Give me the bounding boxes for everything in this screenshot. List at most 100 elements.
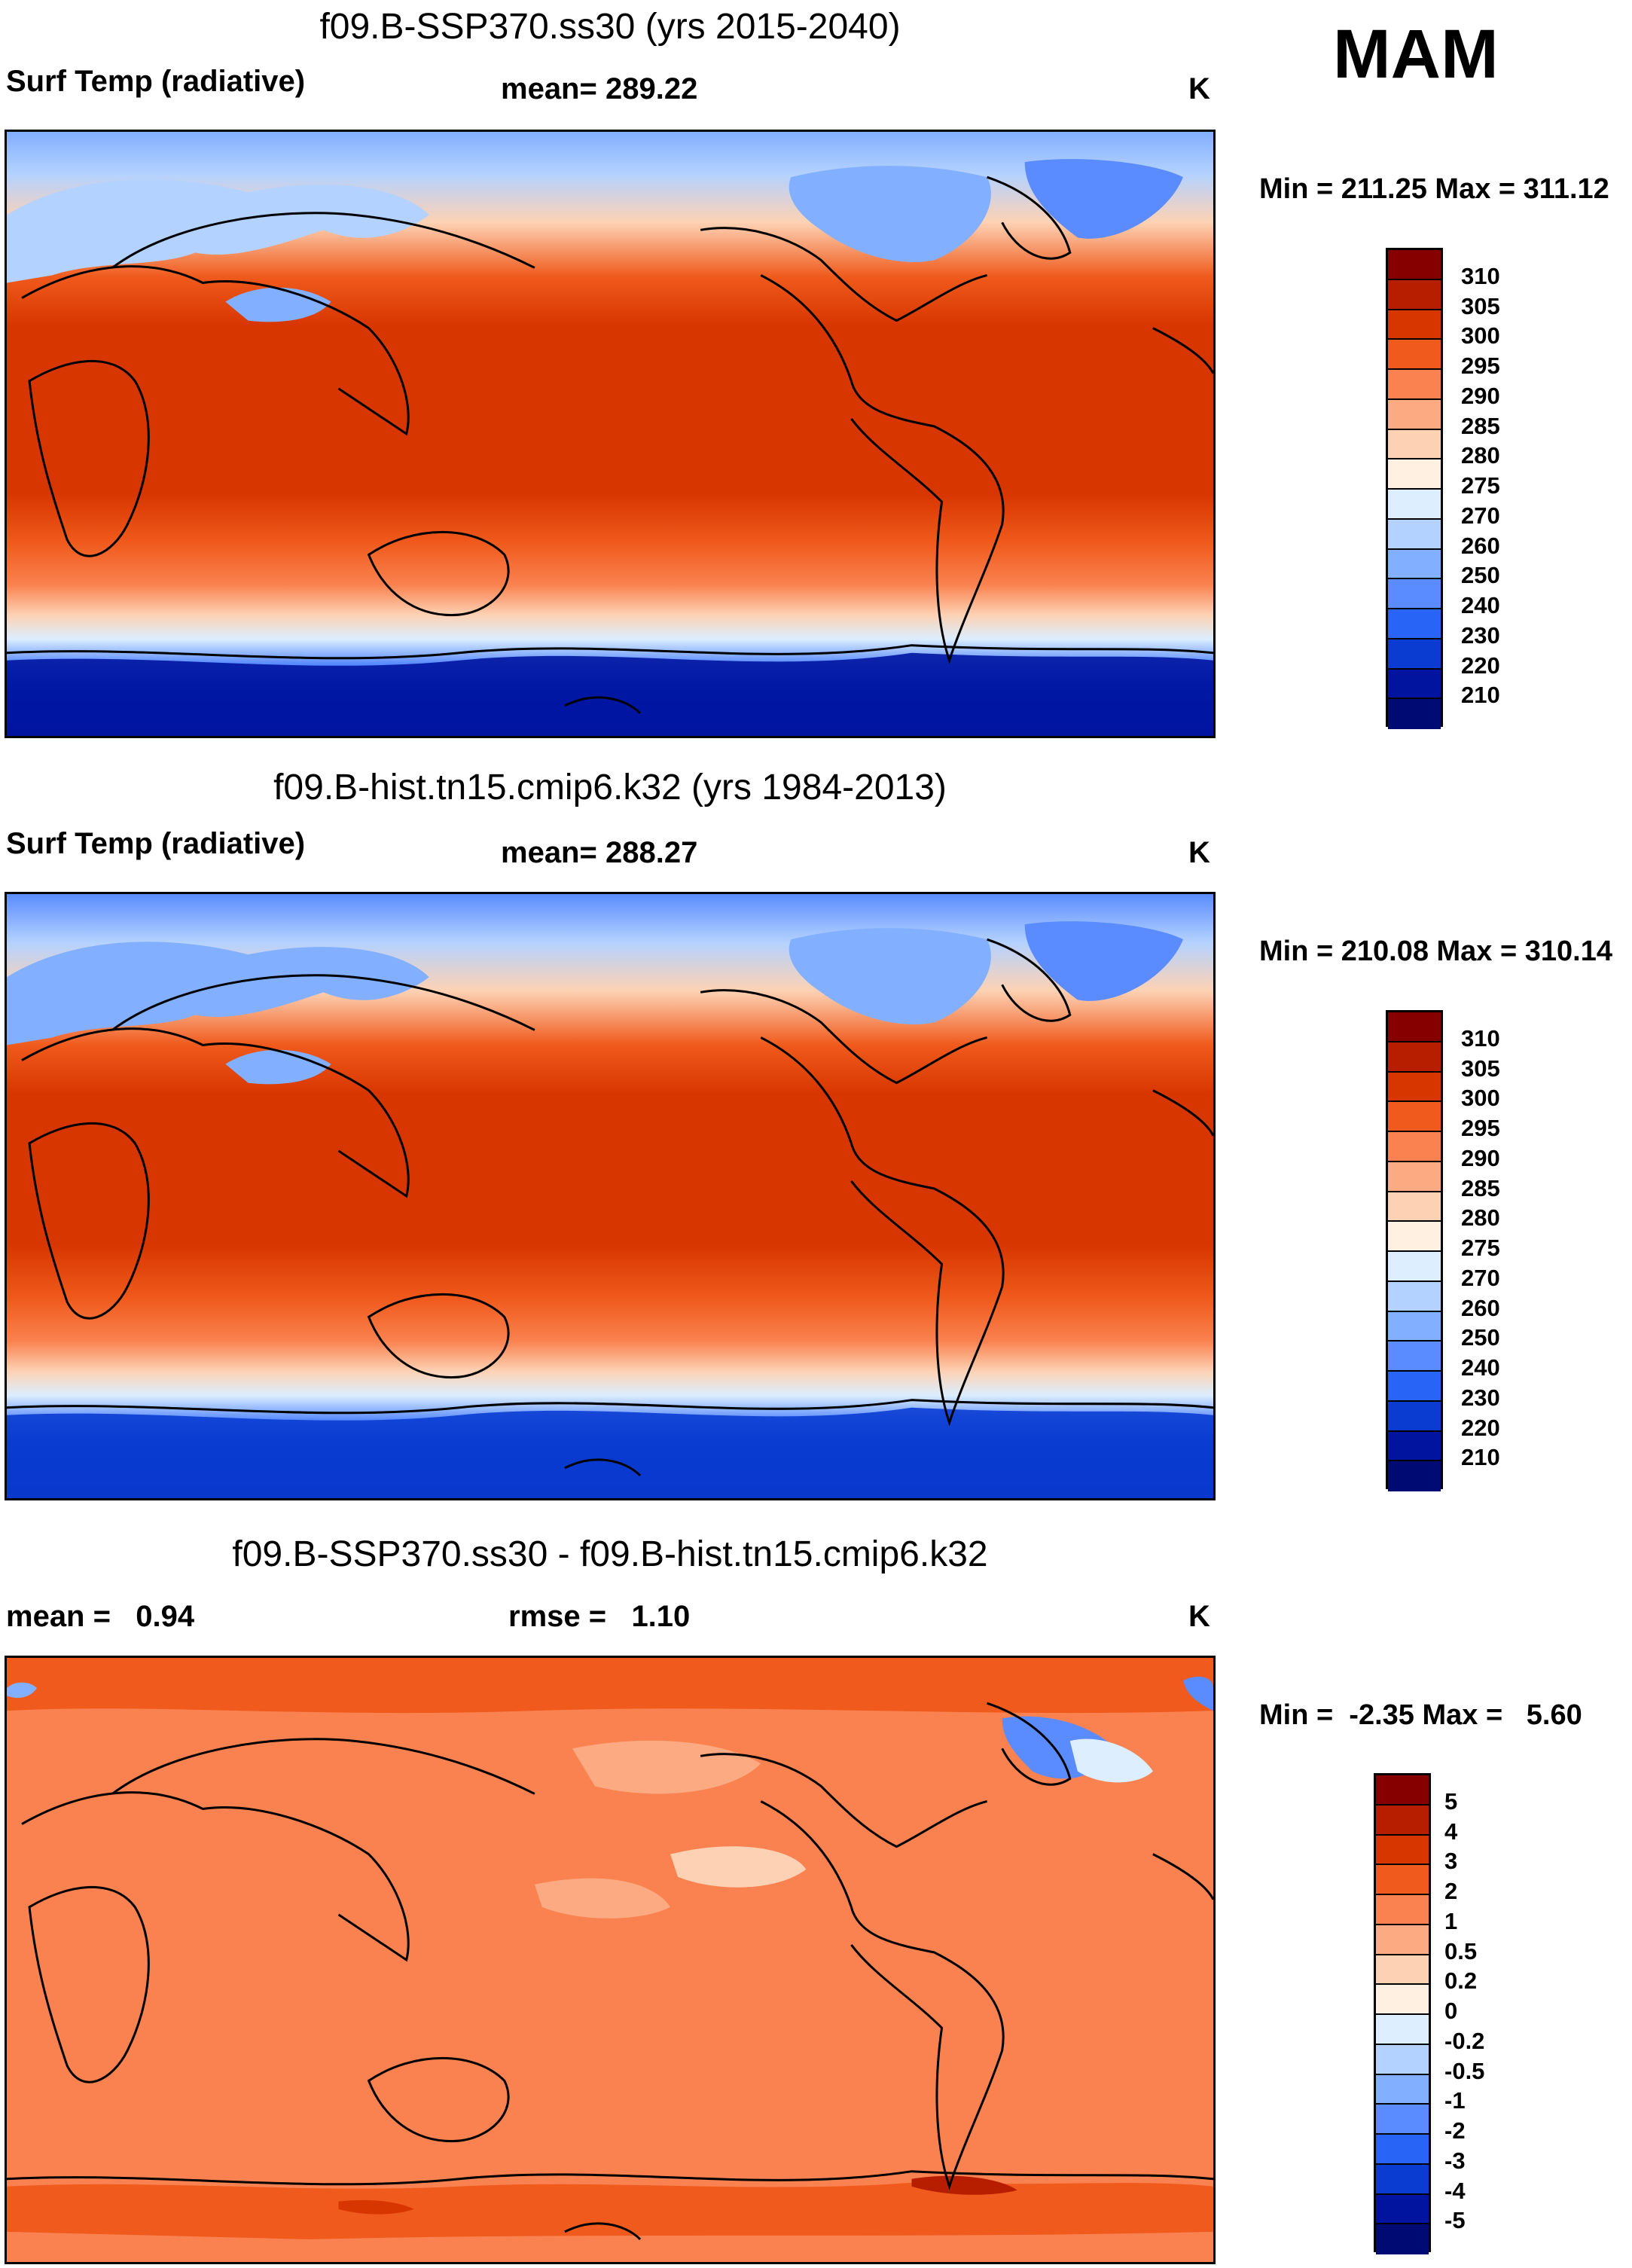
colorbar-segment — [1388, 279, 1441, 310]
colorbar-tick-label: 290 — [1461, 1144, 1500, 1171]
colorbar-tick-label: 0.2 — [1444, 1967, 1478, 1995]
colorbar-tick-label: 305 — [1461, 292, 1500, 319]
colorbar-segment — [1376, 1955, 1429, 1986]
colorbar-tick-label: 290 — [1461, 382, 1500, 409]
colorbar-tick-label: 295 — [1461, 353, 1500, 379]
colorbar-tick-label: 230 — [1461, 621, 1500, 649]
panel-1-map — [5, 130, 1216, 738]
colorbar-segment — [1388, 1222, 1441, 1252]
colorbar-segment — [1388, 1281, 1441, 1312]
colorbar-segment — [1376, 2015, 1429, 2045]
panel-2-minmax: Min = 210.08 Max = 310.14 — [1259, 936, 1612, 967]
colorbar-segment — [1388, 1042, 1441, 1073]
colorbar-tick-label: 3 — [1444, 1848, 1458, 1875]
colorbar-segment — [1376, 2074, 1429, 2105]
colorbar-tick-label: -0.5 — [1444, 2057, 1485, 2084]
colorbar-segment — [1376, 1925, 1429, 1955]
colorbar-segment — [1376, 1985, 1429, 2015]
colorbar-tick-label: -4 — [1444, 2177, 1466, 2204]
season-label: MAM — [1333, 16, 1499, 93]
colorbar-segment — [1388, 1372, 1441, 1402]
panel-2-colorbar — [1386, 1010, 1443, 1491]
colorbar-segment — [1388, 1431, 1441, 1462]
colorbar-tick-label: 260 — [1461, 532, 1500, 559]
colorbar-segment — [1388, 579, 1441, 609]
colorbar-segment — [1388, 340, 1441, 370]
panel-2-units: K — [1188, 836, 1210, 869]
colorbar-tick-label: 280 — [1461, 1204, 1500, 1232]
panel-2-variable-label: Surf Temp (radiative) — [6, 827, 306, 860]
colorbar-segment — [1388, 1461, 1441, 1491]
panel-1-map-graphic — [7, 132, 1213, 736]
colorbar-segment — [1388, 370, 1441, 400]
colorbar-tick-label: 310 — [1461, 262, 1500, 289]
colorbar-tick-label: 300 — [1461, 322, 1500, 350]
colorbar-segment — [1388, 1102, 1441, 1132]
panel-2-map-graphic — [7, 894, 1213, 1498]
colorbar-tick-label: -2 — [1444, 2117, 1466, 2144]
panel-2-map — [5, 892, 1216, 1500]
colorbar-segment — [1388, 639, 1441, 670]
panel-3-title: f09.B-SSP370.ss30 - f09.B-hist.tn15.cmip… — [232, 1534, 988, 1574]
colorbar-tick-label: 285 — [1461, 412, 1500, 439]
colorbar-tick-label: 250 — [1461, 562, 1500, 589]
colorbar-tick-label: 210 — [1461, 1444, 1500, 1471]
colorbar-segment — [1388, 399, 1441, 430]
panel-1-minmax: Min = 211.25 Max = 311.12 — [1259, 173, 1609, 205]
colorbar-segment — [1376, 1895, 1429, 1925]
colorbar-segment — [1376, 2194, 1429, 2225]
colorbar-tick-label: 305 — [1461, 1055, 1500, 1082]
colorbar-segment — [1388, 1072, 1441, 1103]
colorbar-tick-label: 250 — [1461, 1324, 1500, 1351]
colorbar-segment — [1388, 1192, 1441, 1223]
colorbar-tick-label: 310 — [1461, 1024, 1500, 1052]
panel-1-colorbar — [1386, 248, 1443, 729]
panel-3-rmse-label: rmse = 1.10 — [508, 1600, 691, 1633]
colorbar-tick-label: -1 — [1444, 2087, 1466, 2114]
colorbar-tick-label: -0.2 — [1444, 2027, 1485, 2054]
panel-3-colorbar-ticks: 5 4 3 2 1 0.5 0.2 0 -0.2 -0.5 -1 -2 -3 -4 -5 — [1444, 1773, 1535, 2252]
panel-2-colorbar-ticks: 310 305 300 295 290 285 280 275 270 260 250 240 230 2… — [1461, 1010, 1551, 1489]
colorbar-segment — [1388, 1012, 1441, 1042]
colorbar-segment — [1388, 669, 1441, 700]
colorbar-segment — [1388, 250, 1441, 280]
panel-1-units: K — [1188, 72, 1210, 105]
colorbar-segment — [1388, 1252, 1441, 1282]
colorbar-tick-label: 220 — [1461, 652, 1500, 679]
colorbar-segment — [1376, 2135, 1429, 2165]
colorbar-segment — [1376, 1835, 1429, 1866]
panel-1-mean-label: mean= 289.22 — [501, 72, 698, 105]
colorbar-tick-label: 220 — [1461, 1414, 1500, 1441]
colorbar-tick-label: 270 — [1461, 502, 1500, 529]
colorbar-tick-label: -3 — [1444, 2147, 1466, 2174]
colorbar-segment — [1376, 1865, 1429, 1895]
colorbar-tick-label: 270 — [1461, 1264, 1500, 1291]
colorbar-tick-label: 2 — [1444, 1878, 1458, 1904]
colorbar-tick-label: 4 — [1444, 1818, 1458, 1845]
colorbar-segment — [1388, 1401, 1441, 1432]
panel-3-colorbar — [1374, 1773, 1431, 2254]
colorbar-tick-label: 230 — [1461, 1384, 1500, 1411]
colorbar-tick-label: 0 — [1444, 1998, 1458, 2024]
colorbar-segment — [1388, 429, 1441, 460]
colorbar-segment — [1388, 1132, 1441, 1162]
colorbar-segment — [1376, 2105, 1429, 2135]
colorbar-tick-label: 5 — [1444, 1787, 1458, 1815]
panel-1-title: f09.B-SSP370.ss30 (yrs 2015-2040) — [319, 7, 901, 47]
colorbar-segment — [1388, 1342, 1441, 1372]
colorbar-segment — [1376, 2164, 1429, 2195]
colorbar-tick-label: 295 — [1461, 1115, 1500, 1141]
colorbar-segment — [1388, 459, 1441, 490]
colorbar-tick-label: 240 — [1461, 592, 1500, 618]
colorbar-tick-label: 275 — [1461, 472, 1500, 499]
colorbar-segment — [1388, 310, 1441, 340]
colorbar-segment — [1388, 1161, 1441, 1192]
colorbar-segment — [1376, 1775, 1429, 1806]
colorbar-segment — [1388, 699, 1441, 729]
panel-2-title: f09.B-hist.tn15.cmip6.k32 (yrs 1984-2013… — [273, 768, 947, 807]
panel-3-units: K — [1188, 1600, 1210, 1633]
colorbar-tick-label: 210 — [1461, 682, 1500, 709]
colorbar-tick-label: 275 — [1461, 1235, 1500, 1261]
colorbar-segment — [1376, 2224, 1429, 2254]
